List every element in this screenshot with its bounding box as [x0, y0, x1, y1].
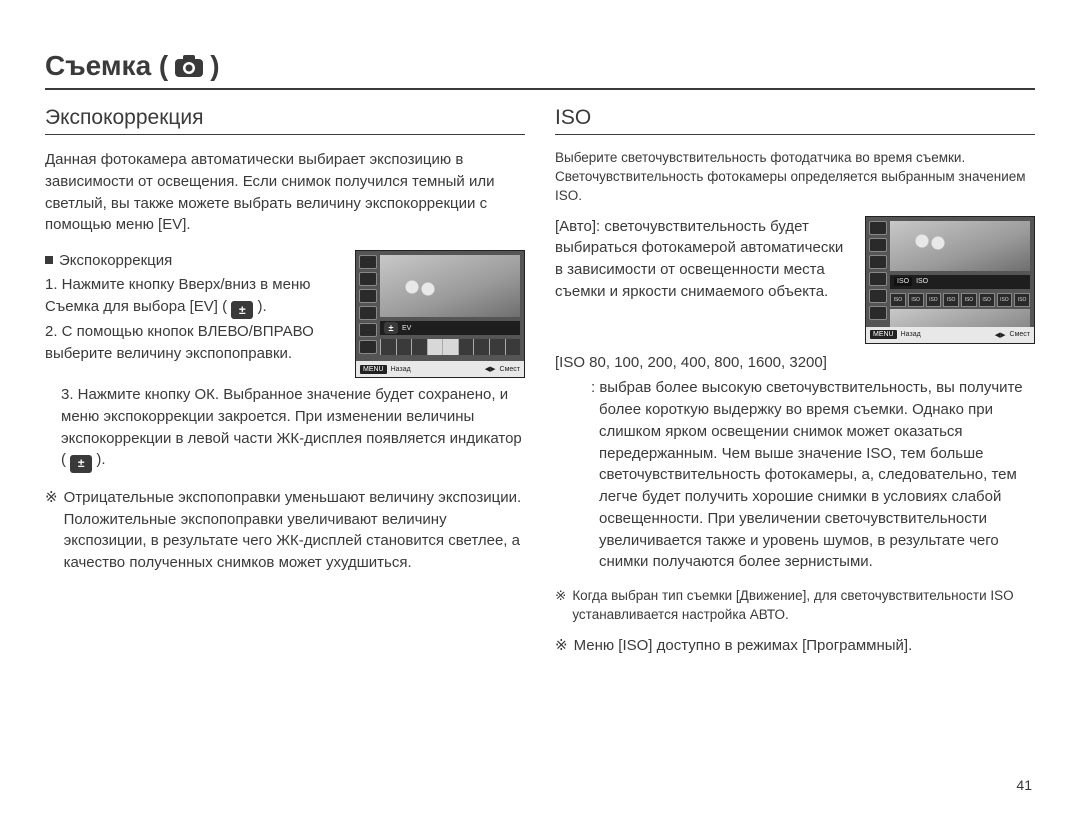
iso-mock-tag: ISO	[894, 277, 912, 286]
iso-heading: ISO	[555, 106, 1035, 135]
mock-move: Смест	[1010, 331, 1030, 338]
iso-list-body: : выбрав более высокую светочувствительн…	[555, 377, 1035, 573]
ev-compensation-icon: ±	[70, 455, 92, 473]
iso-note-2: ※ Меню [ISO] доступно в режимах [Програм…	[555, 635, 1035, 657]
reference-mark-icon: ※	[555, 587, 566, 625]
ev-step1-text-a: 1. Нажмите кнопку Вверх/вниз в меню Съем…	[45, 276, 311, 315]
iso-list-heading: [ISO 80, 100, 200, 400, 800, 1600, 3200]	[555, 352, 1035, 374]
title-suffix: )	[210, 50, 219, 82]
iso-note-1: ※ Когда выбран тип съемки [Движение], дл…	[555, 587, 1035, 625]
iso-mock-label: ISO	[916, 278, 928, 285]
iso-auto-text: : светочувствительность будет выбираться…	[555, 218, 843, 300]
square-bullet-icon	[45, 256, 53, 264]
right-column: ISO Выберите светочувствительность фотод…	[555, 106, 1035, 667]
ev-step3-a: 3. Нажмите кнопку ОК. Выбранное значение…	[61, 386, 522, 468]
ev-step-3: 3. Нажмите кнопку ОК. Выбранное значение…	[45, 384, 525, 473]
camera-icon	[174, 54, 204, 78]
iso-auto: [Авто]: светочувствительность будет выби…	[555, 216, 851, 344]
mock-back: Назад	[391, 366, 411, 373]
ev-screenshot: ± EV MENU Назад ◀▶ Смест	[355, 250, 525, 378]
mock-back: Назад	[901, 331, 921, 338]
ev-heading: Экспокоррекция	[45, 106, 525, 135]
ev-note: ※ Отрицательные экспопоправки уменьшают …	[45, 487, 525, 574]
mock-move: Смест	[500, 366, 520, 373]
iso-auto-label: [Авто]	[555, 218, 596, 235]
ev-step1-text-b: ).	[257, 298, 266, 315]
ev-step3-b: ).	[96, 451, 105, 468]
reference-mark-icon: ※	[555, 635, 568, 657]
ev-sub-label: Экспокоррекция	[59, 252, 172, 269]
ev-sub: Экспокоррекция	[45, 250, 341, 272]
menu-tag: MENU	[870, 330, 897, 339]
menu-tag: MENU	[360, 365, 387, 374]
iso-screenshot: ISO ISO ISOISOISOISOISOISOISOISO MENU На…	[865, 216, 1035, 344]
ev-intro: Данная фотокамера автоматически выбирает…	[45, 149, 525, 236]
ev-note-text: Отрицательные экспопоправки уменьшают ве…	[64, 487, 525, 574]
ev-step-1: 1. Нажмите кнопку Вверх/вниз в меню Съем…	[45, 274, 341, 319]
iso-intro: Выберите светочувствительность фотодатчи…	[555, 149, 1035, 206]
page-number: 41	[1016, 777, 1032, 793]
iso-note1-text: Когда выбран тип съемки [Движение], для …	[572, 587, 1035, 625]
ev-step-2: 2. С помощью кнопок ВЛЕВО/ВПРАВО выберит…	[45, 321, 341, 365]
ev-compensation-icon: ±	[231, 301, 253, 319]
iso-note2-text: Меню [ISO] доступно в режимах [Программн…	[574, 635, 913, 657]
page-title: Съемка ( )	[45, 50, 1035, 90]
iso-values-row: ISOISOISOISOISOISOISOISO	[890, 293, 1030, 307]
title-prefix: Съемка (	[45, 50, 168, 82]
ev-mock-label: EV	[402, 325, 411, 332]
left-column: Экспокоррекция Данная фотокамера автомат…	[45, 106, 525, 667]
reference-mark-icon: ※	[45, 487, 58, 574]
